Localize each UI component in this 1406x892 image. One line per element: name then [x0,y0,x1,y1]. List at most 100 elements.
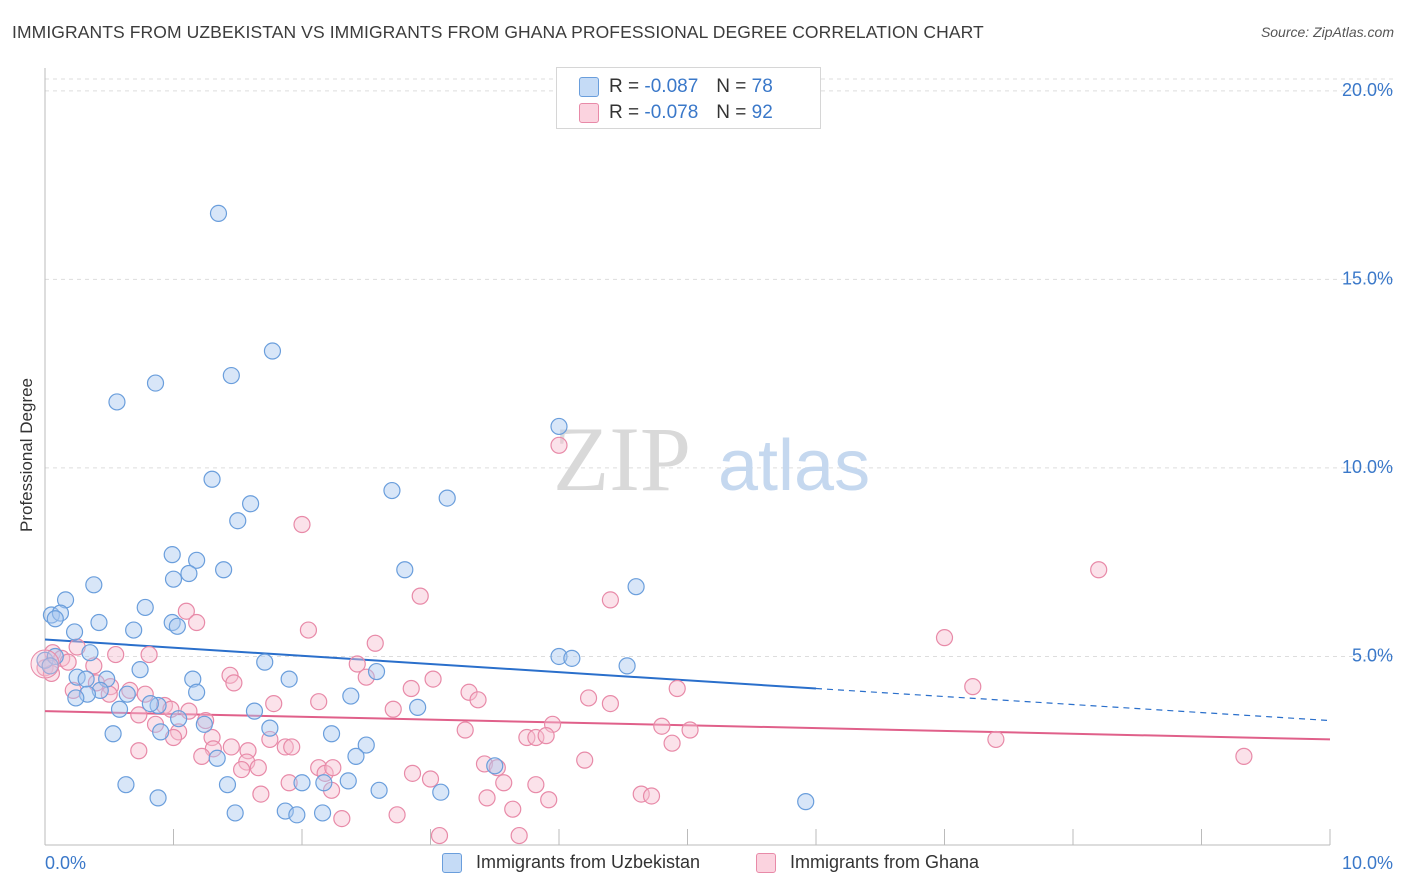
uzbekistan-point [409,698,427,716]
ghana-point [668,679,686,698]
uzbekistan-point [563,649,581,667]
ghana-point [576,751,594,769]
ghana-r-label: R = [609,102,640,123]
ghana-point [681,721,699,739]
uzbekistan-swatch [579,77,599,97]
uzbekistan-point [104,725,122,743]
uzbekistan-point [46,610,64,628]
ghana-point [510,826,528,845]
watermark: ZIP atlas [553,408,870,510]
uzbekistan-point [342,687,360,705]
ghana-point [579,689,598,707]
ghana-point [252,785,270,803]
ghana-point [136,685,154,703]
ghana-point [1090,561,1108,579]
uzbekistan-point [149,789,167,807]
legend-uzbekistan-label: Immigrants from Uzbekistan [476,852,701,872]
uzbekistan-point [256,653,274,671]
uzbekistan-point [141,694,159,713]
uzbekistan-point [288,806,306,824]
ghana-point [632,785,650,803]
ghana-point [140,645,158,664]
y-tick-label: 10.0% [1342,457,1393,477]
uzbekistan-point [195,715,213,733]
ghana-point [518,728,536,747]
ghana-point [456,721,474,739]
uzbekistan-point [203,470,221,488]
ghana-point [299,621,318,639]
y-axis-title: Professional Degree [17,377,36,533]
ghana-point [421,770,440,788]
uzbekistan-n-label: N = [716,76,747,97]
uzbekistan-point [131,661,149,679]
stats-legend-row-uzbekistan: R = -0.087 N = 78 [579,74,773,100]
legend-uzbekistan-swatch [442,852,462,873]
ghana-point [475,755,494,773]
uzbekistan-point [77,670,95,688]
uzbekistan-point [242,495,260,513]
ghana-point [935,629,954,647]
ghana-point [193,747,211,765]
uzbekistan-point [215,561,233,579]
uzbekistan-point [229,512,247,530]
ghana-point [107,645,125,664]
axes-layer [44,68,1331,846]
uzbekistan-point [56,591,75,609]
uzbekistan-point [370,781,388,799]
ghana-point [30,649,60,679]
chart-source: Source: ZipAtlas.com [1260,24,1394,40]
uzbekistan-point [170,710,188,728]
ghana-point [540,791,558,809]
ghana-point [348,655,366,673]
uzbekistan-trendline [44,638,817,690]
ghana-point [366,634,384,652]
ghana-point [249,759,267,777]
ghana-point [333,810,351,828]
uzbekistan-point [118,685,136,703]
watermark-atlas: atlas [718,426,870,506]
ghana-point [403,764,422,782]
ghana-point [265,694,283,713]
uzbekistan-point [146,374,165,392]
ghana-point [130,742,148,760]
chart-title: IMMIGRANTS FROM UZBEKISTAN VS IMMIGRANTS… [12,22,984,42]
uzbekistan-point [164,570,183,588]
uzbekistan-point [618,657,636,675]
uzbekistan-point [315,774,333,792]
uzbekistan-point [209,204,228,223]
ghana-point [430,826,449,845]
uzbekistan-point [117,776,135,794]
ghana-trendline [44,710,1331,741]
uzbekistan-point [91,681,109,700]
uzbekistan-point [188,683,206,701]
uzbekistan-point [339,772,357,790]
ghana-point [663,734,681,752]
ghana-point [293,515,311,534]
uzbekistan-point [152,723,170,741]
legend-item-ghana[interactable]: Immigrants from Ghana [756,852,979,873]
uzbekistan-point [280,670,298,688]
stats-legend-row-ghana: R = -0.078 N = 92 [579,100,773,126]
ghana-point [424,670,442,688]
uzbekistan-point [110,700,129,718]
uzbekistan-point [313,804,332,822]
uzbekistan-point [163,546,181,564]
uzbekistan-point [627,578,645,596]
uzbekistan-point [81,644,99,662]
uzbekistan-point [383,481,401,500]
uzbekistan-n-value: 78 [751,76,773,97]
points-layer [30,204,1253,845]
watermark-zip: ZIP [553,408,691,510]
uzbekistan-point [226,804,244,822]
ghana-point [527,728,545,747]
legend-item-uzbekistan[interactable]: Immigrants from Uzbekistan [442,852,700,873]
uzbekistan-point [125,621,143,639]
y-tick-label: 5.0% [1352,645,1393,665]
ghana-point [1235,747,1253,765]
ghana-point [469,691,487,709]
ghana-point [478,789,496,807]
uzbekistan-point [486,757,504,775]
grid-layer [45,78,1395,657]
uzbekistan-point [108,393,126,411]
